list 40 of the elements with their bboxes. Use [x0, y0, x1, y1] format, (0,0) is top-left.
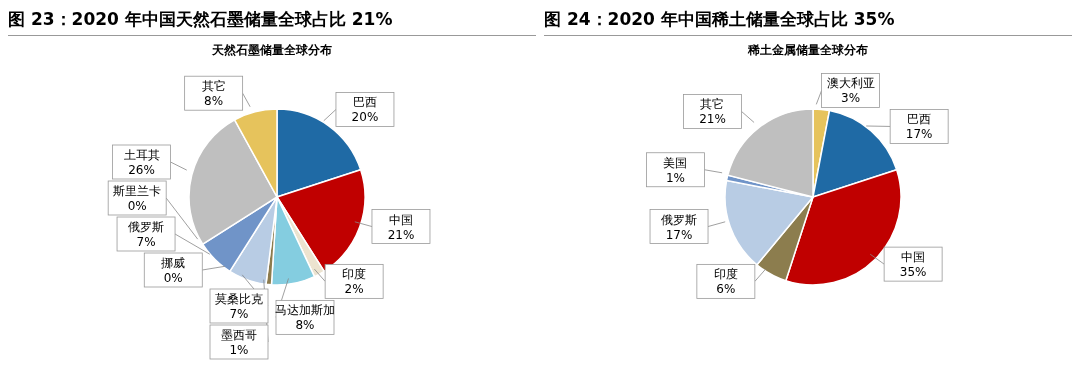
data-label: 17%: [905, 127, 933, 142]
slice-label: 澳大利亚: [826, 76, 875, 91]
data-label: 35%: [899, 265, 927, 280]
slice-label: 中国: [388, 212, 413, 227]
data-label: 8%: [204, 94, 224, 109]
slice-label: 巴西: [907, 112, 932, 127]
category-label: 挪威: [161, 256, 186, 270]
slice-label: 印度: [713, 267, 738, 282]
chart-title: 图 23：2020 年中国天然石墨储量全球占比 21%: [8, 8, 536, 36]
chart-subtitle: 天然石墨储量全球分布: [211, 42, 333, 59]
chart-title: 图 24：2020 年中国稀土储量全球占比 35%: [544, 8, 1072, 36]
slice-label: 巴西: [352, 95, 377, 110]
data-label: 1%: [229, 343, 249, 357]
data-label: 7%: [229, 307, 249, 321]
data-label: 21%: [387, 227, 415, 242]
data-label: 20%: [351, 110, 379, 125]
data-label: 26%: [128, 163, 155, 177]
slice-label: 墨西哥: [221, 328, 257, 342]
slice-label: 土耳其: [123, 148, 160, 162]
data-label: 1%: [665, 170, 685, 185]
slice-label: 其它: [700, 97, 725, 112]
slice-label: 美国: [663, 155, 688, 170]
slice-label: 莫桑比克: [215, 292, 263, 306]
slice-label: 印度: [342, 267, 367, 282]
data-label: 7%: [136, 235, 156, 249]
category-label: 斯里兰卡: [113, 184, 162, 198]
data-label: 2%: [344, 282, 364, 297]
data-label: 17%: [665, 227, 693, 242]
data-label: 21%: [699, 112, 726, 127]
slice-label: 马达加斯加: [275, 303, 335, 318]
slice-label: 俄罗斯: [661, 212, 698, 227]
data-label: 3%: [841, 91, 861, 106]
chart-subtitle: 稀土金属储量全球分布: [747, 42, 869, 59]
text: 0%: [127, 199, 147, 213]
slice-label: 其它: [201, 79, 226, 94]
slice-label: 中国: [901, 250, 926, 265]
data-label: 6%: [716, 282, 736, 297]
data-label: 8%: [295, 318, 315, 333]
slice-label: 俄罗斯: [128, 220, 165, 234]
text: 0%: [163, 271, 183, 285]
